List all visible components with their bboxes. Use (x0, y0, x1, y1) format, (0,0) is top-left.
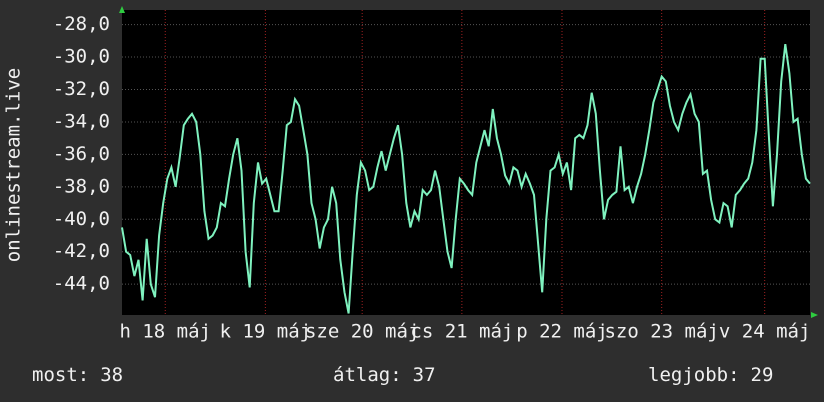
y-axis-title: onlinestream.live (3, 68, 25, 262)
y-tick-label: -44,0 (53, 273, 110, 295)
stat-value: 38 (100, 364, 123, 386)
y-tick-label: -28,0 (53, 13, 110, 35)
stat-label: átlag: (333, 364, 402, 386)
y-tick-label: -42,0 (53, 240, 110, 262)
y-tick-label: -34,0 (53, 110, 110, 132)
stat: most: 38 (32, 364, 123, 386)
x-tick-label: h 18 máj (119, 321, 211, 343)
x-tick-label: sze 20 máj (305, 321, 419, 343)
x-tick-label: cs 21 máj (410, 321, 513, 343)
y-tick-label: -38,0 (53, 175, 110, 197)
y-tick-label: -30,0 (53, 46, 110, 68)
stat-value: 37 (413, 364, 436, 386)
axis-arrow (119, 6, 125, 13)
stat: átlag: 37 (333, 364, 436, 386)
stat-label: legjobb: (648, 364, 740, 386)
x-tick-label: p 22 máj (516, 321, 608, 343)
x-tick-label: k 19 máj (220, 321, 312, 343)
x-tick-label: v 24 máj (719, 321, 811, 343)
x-tick-label: szo 23 máj (604, 321, 718, 343)
axis-arrow (811, 312, 818, 318)
y-tick-label: -32,0 (53, 78, 110, 100)
y-tick-label: -36,0 (53, 143, 110, 165)
stat-value: 29 (751, 364, 774, 386)
data-line (121, 43, 811, 314)
stat: legjobb: 29 (648, 364, 773, 386)
plot-area (122, 10, 810, 315)
y-tick-label: -40,0 (53, 208, 110, 230)
stat-label: most: (32, 364, 89, 386)
